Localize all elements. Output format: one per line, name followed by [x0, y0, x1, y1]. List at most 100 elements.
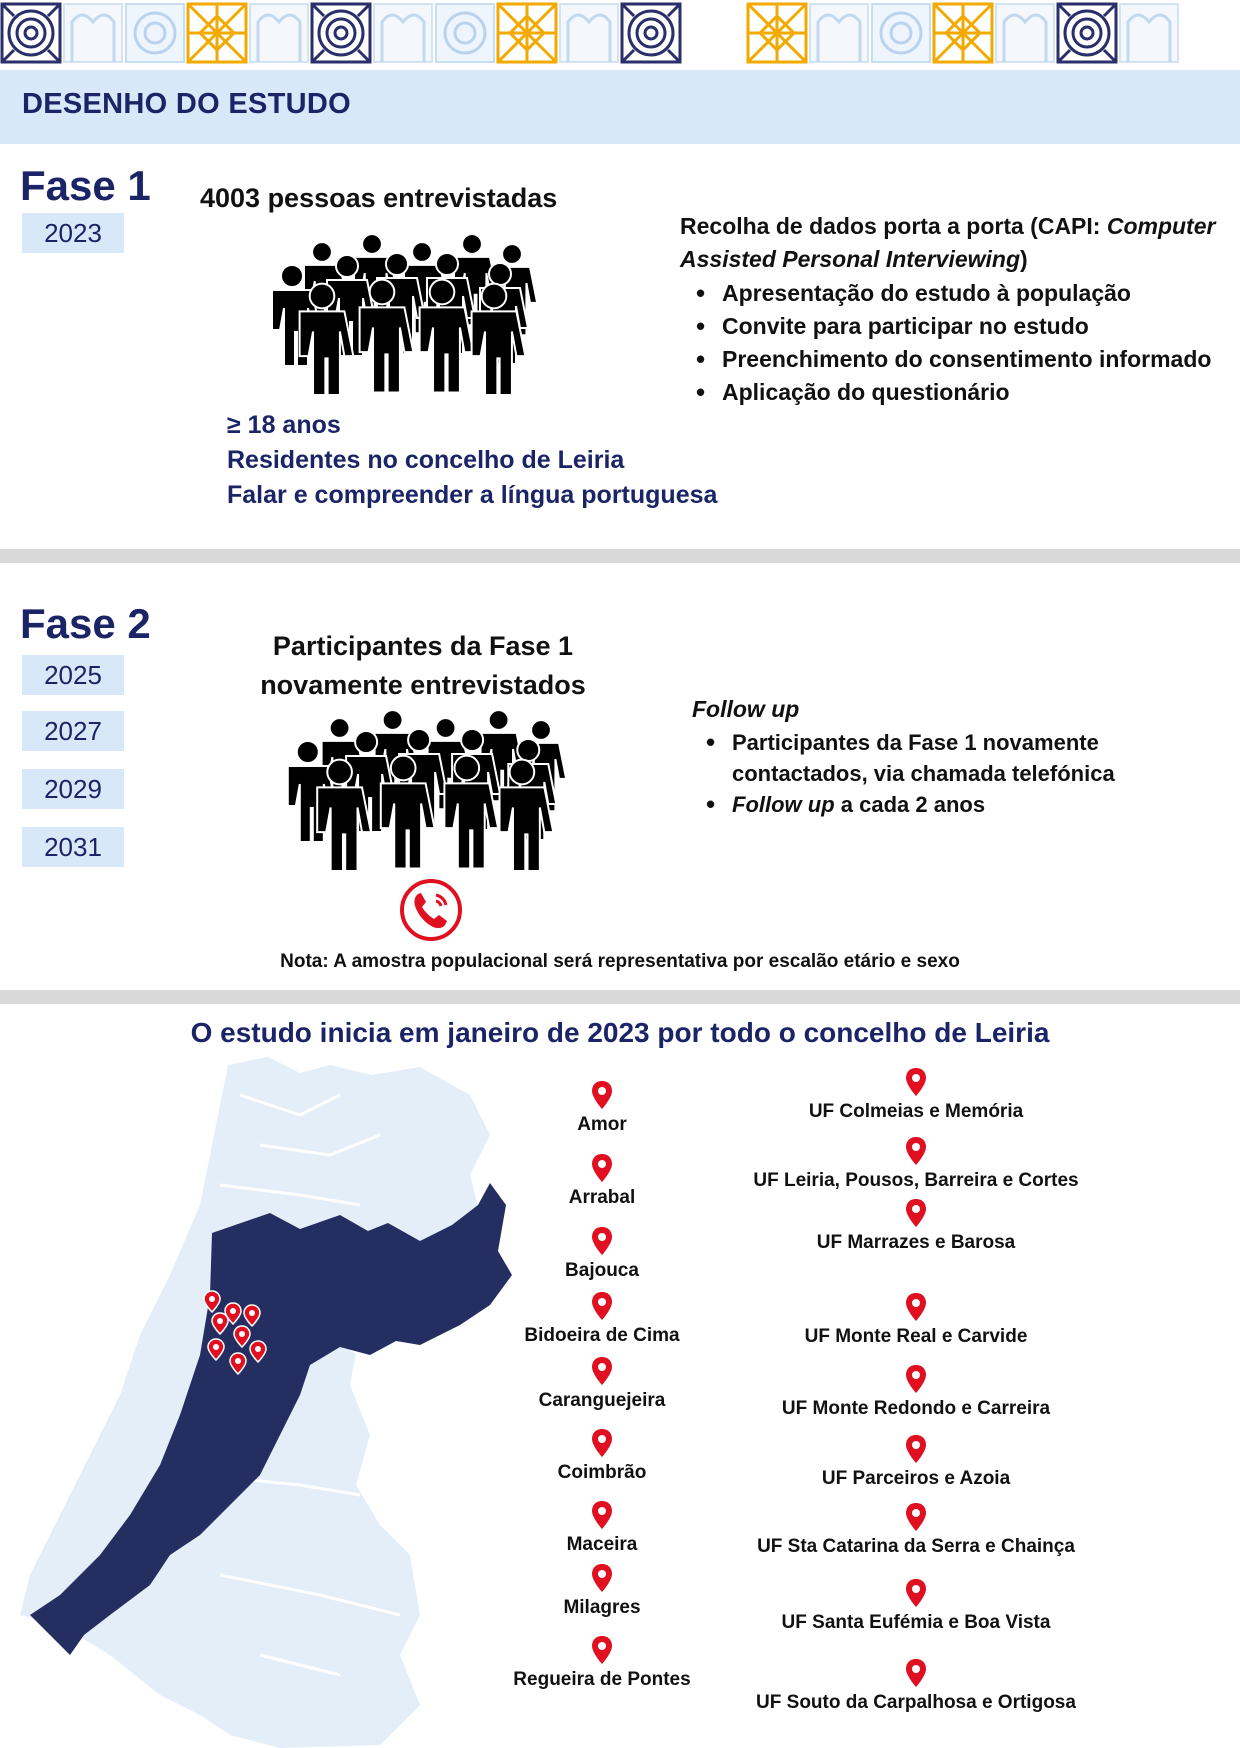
- parish-name: UF Sta Catarina da Serra e Chainça: [757, 1536, 1075, 1557]
- tile-icon: [249, 3, 309, 63]
- fase2-year: 2029: [22, 769, 124, 809]
- fase2-heading: Participantes da Fase 1 novamente entrev…: [223, 627, 623, 705]
- parish-item: Coimbrão: [422, 1428, 782, 1484]
- crowd-icon: [286, 710, 568, 870]
- tile-icon: [0, 2, 62, 64]
- map-pin-icon: [592, 1564, 612, 1592]
- parish-item: Arrabal: [422, 1153, 782, 1209]
- tile-icon: [620, 2, 682, 64]
- map-pin-icon: [243, 1304, 261, 1328]
- tile-icon: [63, 3, 123, 63]
- fase2-year: 2031: [22, 827, 124, 867]
- parish-name: UF Colmeias e Memória: [808, 1101, 1024, 1122]
- azulejo-tile-strip: [0, 2, 1179, 64]
- sample-note: Nota: A amostra populacional será repres…: [280, 951, 960, 972]
- header-band: [0, 70, 1240, 144]
- parish-item: Regueira de Pontes: [422, 1635, 782, 1691]
- parish-name: UF Souto da Carpalhosa e Ortigosa: [756, 1692, 1076, 1713]
- list-item: Convite para participar no estudo: [690, 310, 1230, 343]
- parish-item: Bajouca: [422, 1226, 782, 1282]
- list-item: Follow up a cada 2 anos: [700, 789, 1120, 820]
- section-divider: [0, 549, 1240, 563]
- fase1-method-title: Recolha de dados porta a porta (CAPI: Co…: [680, 213, 1216, 272]
- map-pin-icon: [211, 1312, 229, 1336]
- map-pin-icon: [249, 1340, 267, 1364]
- parish-name: UF Parceiros e Azoia: [821, 1468, 1011, 1489]
- parish-name: Arrabal: [568, 1187, 636, 1208]
- map-pin-icon: [906, 1068, 926, 1096]
- parish-name: UF Leiria, Pousos, Barreira e Cortes: [753, 1170, 1079, 1191]
- fase1-title: Fase 1: [20, 162, 151, 209]
- list-item: Apresentação do estudo à população: [690, 277, 1230, 310]
- tile-icon: [435, 3, 495, 63]
- list-item: Aplicação do questionário: [690, 376, 1230, 409]
- section-divider: [0, 990, 1240, 1004]
- parish-name: UF Monte Redondo e Carreira: [781, 1398, 1051, 1419]
- map-pin-icon: [224, 1302, 242, 1326]
- fase2-followup-list: Participantes da Fase 1 novamente contac…: [700, 727, 1120, 820]
- map-pin-icon: [906, 1503, 926, 1531]
- parish-name: Bidoeira de Cima: [524, 1325, 680, 1346]
- fase2-heading-line1: Participantes da Fase 1: [272, 631, 574, 661]
- parish-item: UF Leiria, Pousos, Barreira e Cortes: [736, 1136, 1096, 1192]
- list-item: Preenchimento do consentimento informado: [690, 343, 1230, 376]
- parish-item: UF Santa Eufémia e Boa Vista: [736, 1578, 1096, 1634]
- page-title: DESENHO DO ESTUDO: [22, 88, 351, 120]
- map-pin-icon: [592, 1154, 612, 1182]
- parish-name: Maceira: [566, 1534, 638, 1555]
- map-pin-icon: [592, 1501, 612, 1529]
- crowd-icon: [271, 234, 539, 394]
- map-pin-icon: [229, 1352, 247, 1376]
- parish-item: Milagres: [422, 1563, 782, 1619]
- map-pin-icon: [592, 1081, 612, 1109]
- parish-name: Amor: [577, 1114, 627, 1135]
- parish-item: Bidoeira de Cima: [422, 1291, 782, 1347]
- map-pin-icon: [906, 1137, 926, 1165]
- parish-item: UF Sta Catarina da Serra e Chainça: [736, 1502, 1096, 1558]
- tile-icon: [373, 3, 433, 63]
- map-pin-icon: [906, 1659, 926, 1687]
- fase2-heading-line2: novamente entrevistados: [260, 670, 586, 700]
- fase2-title: Fase 2: [20, 600, 151, 647]
- parish-item: Caranguejeira: [422, 1356, 782, 1412]
- fase2-year: 2027: [22, 711, 124, 751]
- tile-icon: [809, 3, 869, 63]
- map-pin-icon: [203, 1290, 221, 1314]
- parish-item: UF Marrazes e Barosa: [736, 1198, 1096, 1254]
- tile-icon: [186, 2, 248, 64]
- fase2-year: 2025: [22, 655, 124, 695]
- tile-icon: [932, 2, 994, 64]
- map-pin-icon: [207, 1338, 225, 1362]
- map-pin-icon: [906, 1579, 926, 1607]
- fase1-criteria-age: ≥ 18 anos: [227, 411, 341, 439]
- map-pin-icon: [592, 1636, 612, 1664]
- fase2-followup-title: Follow up: [692, 696, 800, 722]
- portugal-map-icon: [20, 1057, 512, 1748]
- tile-icon: [1056, 2, 1118, 64]
- parish-item: Maceira: [422, 1500, 782, 1556]
- tile-icon: [995, 3, 1055, 63]
- map-pin-icon: [592, 1292, 612, 1320]
- map-pin-icon: [592, 1357, 612, 1385]
- map-pin-icon: [592, 1227, 612, 1255]
- tile-icon: [559, 3, 619, 63]
- parish-name: Milagres: [563, 1597, 641, 1618]
- parish-item: UF Colmeias e Memória: [736, 1067, 1096, 1123]
- study-title: O estudo inicia em janeiro de 2023 por t…: [190, 1017, 1050, 1048]
- fase1-method-list: Apresentação do estudo à população Convi…: [690, 277, 1230, 409]
- tile-icon: [496, 2, 558, 64]
- map-pin-icon: [906, 1435, 926, 1463]
- tile-icon: [1119, 3, 1179, 63]
- list-item: Participantes da Fase 1 novamente contac…: [700, 727, 1120, 789]
- parish-name: Regueira de Pontes: [513, 1669, 691, 1690]
- parish-name: Bajouca: [565, 1260, 639, 1281]
- tile-icon: [746, 2, 808, 64]
- parish-name: Caranguejeira: [538, 1390, 666, 1411]
- fase1-heading: 4003 pessoas entrevistadas: [200, 183, 558, 213]
- fase1-criteria-residence: Residentes no concelho de Leiria: [227, 446, 625, 474]
- parish-name: UF Santa Eufémia e Boa Vista: [781, 1612, 1051, 1633]
- fase1-year: 2023: [22, 213, 124, 253]
- tile-icon: [125, 3, 185, 63]
- parish-item: Amor: [422, 1080, 782, 1136]
- map-pin-icon: [906, 1293, 926, 1321]
